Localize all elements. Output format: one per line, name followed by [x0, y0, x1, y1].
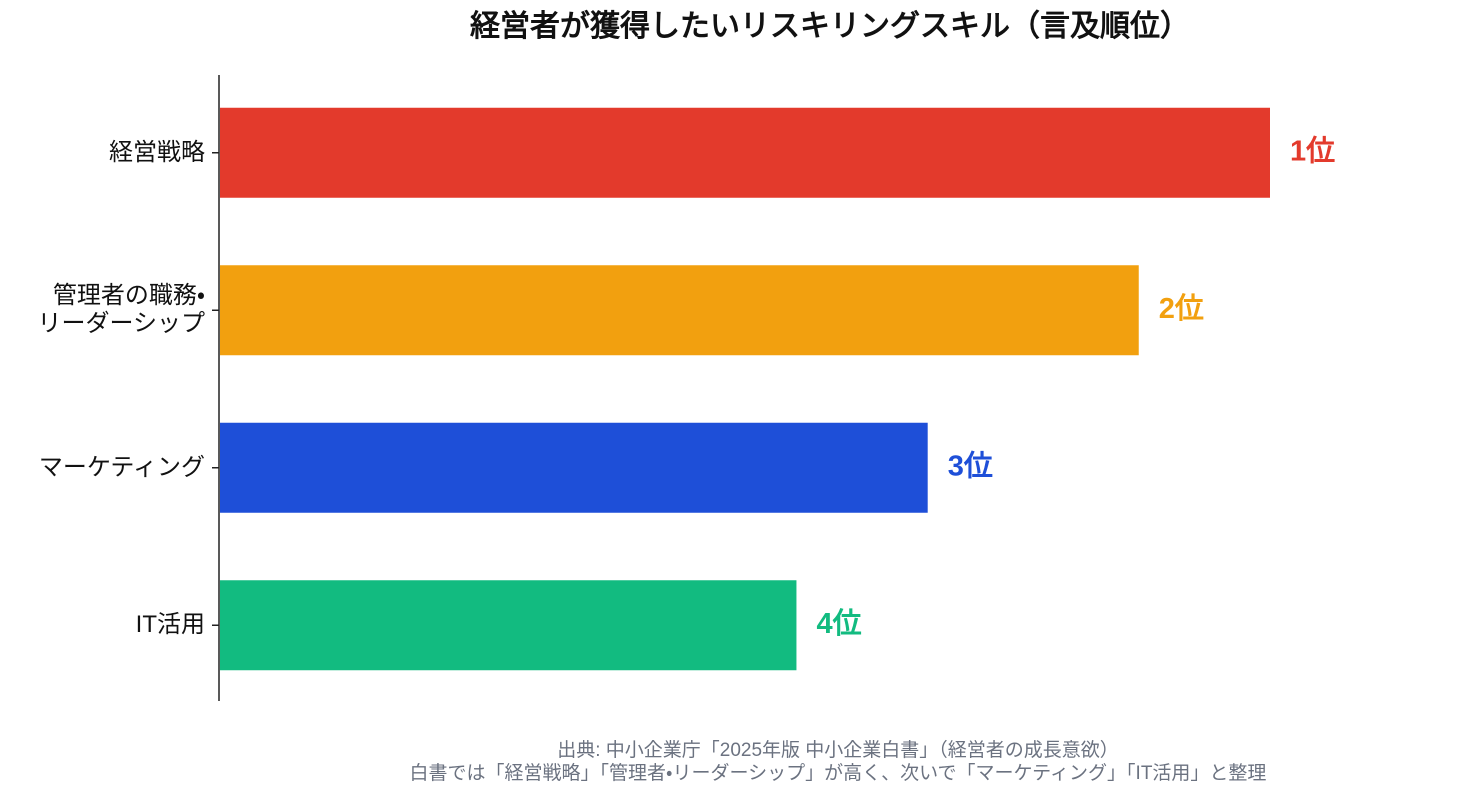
- bar: [220, 580, 797, 671]
- y-tick-label: IT活用: [135, 611, 205, 639]
- bar: [220, 107, 1270, 198]
- source-line: 出典: 中小企業庁「2025年版 中小企業白書」（経営者の成長意欲）: [557, 740, 1119, 761]
- y-tick-label: 経営戦略: [109, 138, 205, 166]
- rank-label: 3位: [948, 449, 993, 482]
- source-line: 白書では「経営戦略」「管理者・リーダーシップ」が高く、次いで「マーケティング」「…: [409, 763, 1267, 784]
- rank-label: 2位: [1159, 292, 1204, 325]
- y-tick-label: 管理者の職務・ リーダーシップ: [37, 282, 205, 338]
- y-tick-label: マーケティング: [38, 453, 205, 481]
- bar: [220, 265, 1139, 356]
- bar: [220, 422, 928, 513]
- rank-label: 4位: [816, 607, 861, 640]
- chart-title: 経営者が獲得したいリスキリングスキル（言及順位）: [470, 9, 1190, 43]
- rank-label: 1位: [1290, 134, 1335, 167]
